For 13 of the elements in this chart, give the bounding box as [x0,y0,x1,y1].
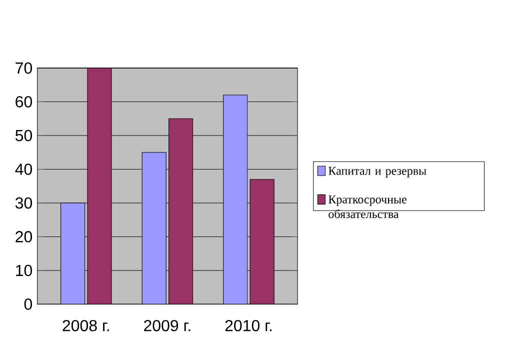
legend-label: Капитал и резервы [328,166,426,178]
y-tick-label: 30 [15,197,32,209]
y-tick-label: 40 [15,163,32,175]
legend-label: Краткосрочные обязательства [328,195,406,218]
x-tick-label: 2009 г. [144,320,190,332]
y-tick-label: 50 [15,130,32,142]
x-tick-label: 2010 г. [225,320,272,332]
y-tick-label: 70 [16,62,32,74]
y-tick-label: 60 [16,96,32,108]
y-tick-label: 10 [16,264,32,276]
y-tick-label: 20 [16,230,32,242]
y-tick-label: 0 [24,298,32,310]
x-tick-label: 2008 г. [62,320,109,332]
